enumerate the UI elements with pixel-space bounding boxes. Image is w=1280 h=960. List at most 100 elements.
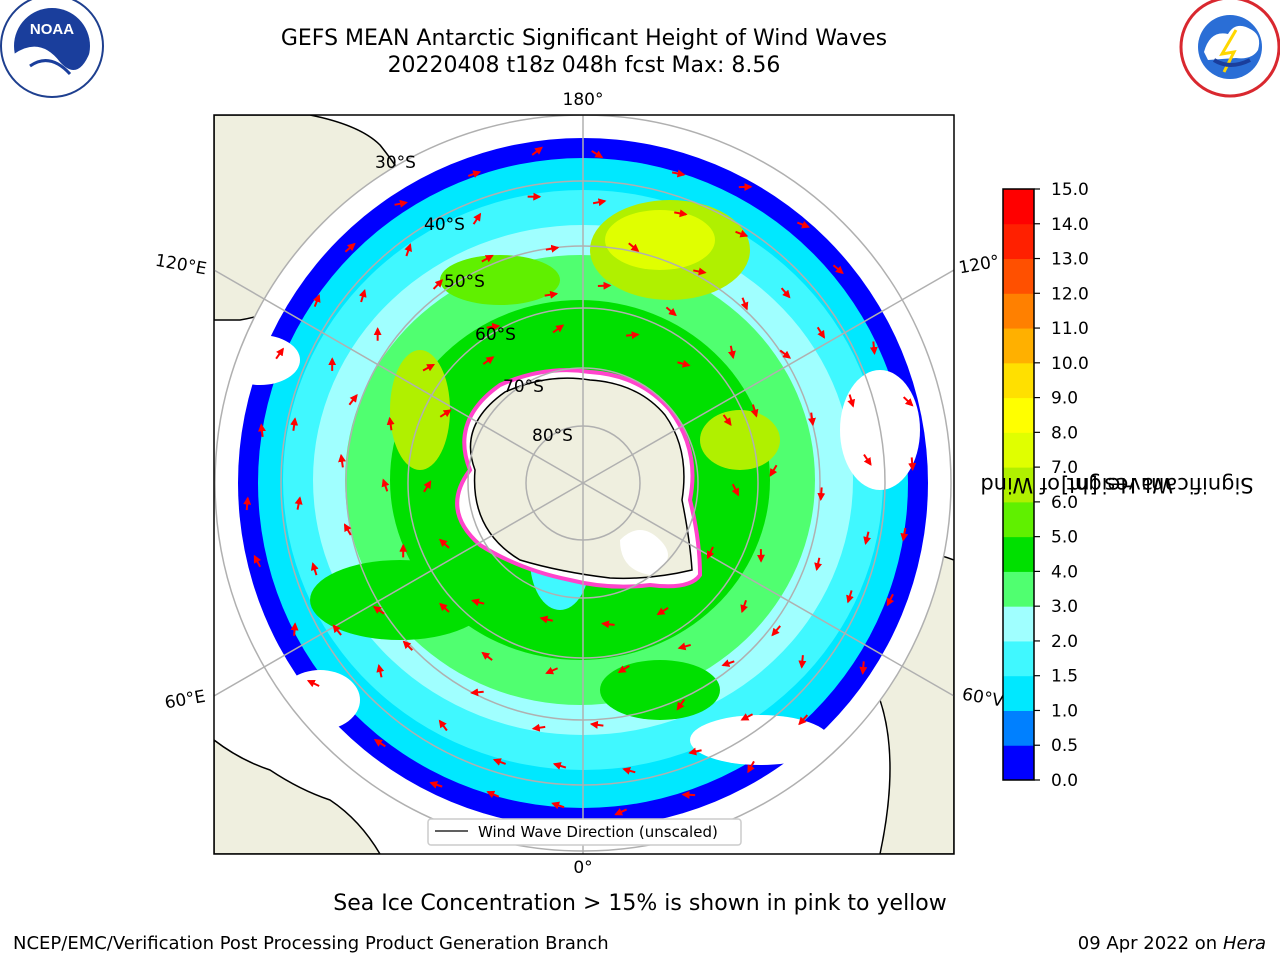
wind-wave-arrow xyxy=(290,622,299,636)
credit-text: NCEP/EMC/Verification Post Processing Pr… xyxy=(13,933,609,954)
wind-wave-arrow xyxy=(344,242,356,253)
wind-wave-arrow xyxy=(863,531,872,545)
colorbar-label-line2: Waves [m] xyxy=(1060,473,1174,497)
colorbar-tick-label: 1.5 xyxy=(1051,667,1078,687)
wind-wave-arrow xyxy=(552,762,567,770)
wind-wave-arrow xyxy=(422,363,436,372)
wind-wave-arrow xyxy=(471,598,485,607)
lon-label-120e: 120°E xyxy=(154,251,208,280)
wind-wave-arrow xyxy=(900,527,909,542)
colorbar-tick-label: 0.5 xyxy=(1051,736,1078,756)
wind-wave-arrow xyxy=(796,220,811,229)
noaa-logo-text: NOAA xyxy=(30,21,74,38)
wind-wave-arrow xyxy=(438,719,448,732)
graticule xyxy=(214,115,954,854)
colorbar-segment xyxy=(1003,571,1034,607)
wind-wave-arrow xyxy=(467,170,482,178)
wind-wave-arrow xyxy=(814,557,823,572)
lat-label-70s: 70°S xyxy=(503,377,544,397)
wind-wave-arrow xyxy=(404,243,412,257)
colorbar-border xyxy=(1002,188,1035,781)
wind-wave-arrow xyxy=(381,478,390,492)
wind-wave-arrow xyxy=(545,666,559,675)
wind-wave-arrow xyxy=(338,453,347,468)
wind-wave-arrow xyxy=(481,651,493,661)
wind-wave-arrow xyxy=(343,523,352,536)
wind-wave-arrow xyxy=(544,290,559,299)
lon-label-0: 0° xyxy=(573,858,592,878)
wind-wave-arrow xyxy=(429,781,443,789)
wind-wave-arrow xyxy=(423,480,432,493)
lon-label-180: 180° xyxy=(563,90,604,110)
colorbar-segment xyxy=(1003,362,1034,399)
wind-wave-arrow xyxy=(552,324,565,334)
wind-wave-arrow xyxy=(275,347,284,360)
wind-wave-arrow xyxy=(470,688,484,697)
colorbar-tick-label: 6.0 xyxy=(1051,493,1078,513)
wind-wave-arrow xyxy=(688,747,702,756)
colorbar-segment xyxy=(1003,223,1034,260)
colorbar-tick-label: 2.0 xyxy=(1051,632,1078,652)
wind-wave-arrow xyxy=(735,229,749,238)
wind-wave-arrow xyxy=(617,665,630,674)
wind-wave-arrow xyxy=(258,423,266,438)
colorbar-tick-label: 0.0 xyxy=(1051,771,1078,791)
wind-wave-arrow xyxy=(589,720,604,729)
wind-wave-arrow xyxy=(863,454,872,466)
colorbar-segment xyxy=(1003,397,1034,433)
page-title: GEFS MEAN Antarctic Significant Height o… xyxy=(280,26,888,51)
wind-wave-arrow xyxy=(386,416,395,431)
wind-wave-arrow xyxy=(313,293,321,308)
wind-wave-arrow xyxy=(798,655,807,669)
colorbar-segment xyxy=(1003,640,1034,677)
colorbar-segment xyxy=(1003,536,1034,572)
wind-wave-arrow xyxy=(290,417,299,431)
wind-wave-arrow xyxy=(486,790,500,799)
wind-wave-arrow xyxy=(740,599,748,614)
wind-wave-arrow xyxy=(372,606,385,615)
colorbar-tick-label: 15.0 xyxy=(1051,180,1089,200)
colorbar-segment xyxy=(1003,606,1034,642)
colorbar: 0.0 0.5 1.0 1.5 2.0 3.0 4.0 5.0 6.0 7.0 8.0 9.0 10.0… xyxy=(1002,180,1089,791)
colorbar-tick-label: 7.0 xyxy=(1051,458,1078,478)
wind-wave-arrow xyxy=(472,212,482,225)
wind-wave-arrow xyxy=(779,349,792,359)
colorbar-tick-label: 9.0 xyxy=(1051,389,1078,409)
wind-wave-arrow xyxy=(243,496,252,511)
wind-wave-arrow xyxy=(677,642,691,651)
colorbar-segment xyxy=(1003,745,1034,781)
wind-wave-arrow xyxy=(674,209,688,218)
colorbar-tick-label: 4.0 xyxy=(1051,562,1078,582)
wind-wave-arrow xyxy=(481,254,494,263)
wind-wave-arrow xyxy=(769,464,778,477)
colorbar-tick-label: 3.0 xyxy=(1051,597,1078,617)
wind-wave-arrow xyxy=(721,659,735,667)
wind-wave-arrow xyxy=(306,679,320,688)
wind-wave-arrow xyxy=(771,625,781,637)
lat-label-80s: 80°S xyxy=(532,426,573,446)
date-prefix: 09 Apr 2022 on xyxy=(1077,933,1223,954)
wind-wave-arrow xyxy=(373,739,386,748)
colorbar-segment xyxy=(1003,293,1034,329)
wind-wave-arrow xyxy=(551,801,565,810)
colorbar-tick-label: 12.0 xyxy=(1051,284,1089,304)
wind-wave-arrow xyxy=(740,713,754,721)
wind-wave-arrow xyxy=(846,590,854,604)
colorbar-tick-label: 5.0 xyxy=(1051,528,1078,548)
wind-wave-arrow xyxy=(908,457,917,472)
colorbar-segment xyxy=(1003,675,1034,711)
wind-wave-arrow xyxy=(531,723,546,732)
wind-wave-arrow xyxy=(438,538,450,549)
wind-wave-arrow xyxy=(798,714,809,726)
page-subtitle: 20220408 t18z 048h fcst Max: 8.56 xyxy=(387,53,781,78)
wind-wave-arrow xyxy=(358,289,367,303)
wind-wave-arrow xyxy=(294,496,303,510)
wind-wave-arrow xyxy=(402,640,414,651)
wind-wave-arrow xyxy=(597,281,612,290)
wind-wave-arrow xyxy=(747,760,755,774)
wind-wave-arrow xyxy=(656,607,669,616)
wind-wave-arrow xyxy=(614,808,628,816)
wind-wave-arrow xyxy=(376,664,385,678)
wind-wave-arrow xyxy=(681,790,696,799)
